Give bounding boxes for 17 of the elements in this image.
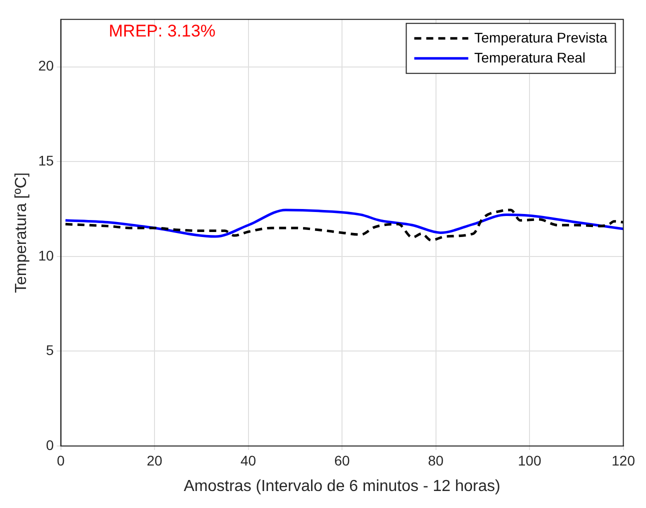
y-tick-label: 20: [38, 58, 54, 74]
annotation: MREP: 3.13%: [108, 22, 216, 41]
x-tick-label: 120: [612, 452, 636, 468]
y-tick-label: 15: [38, 152, 54, 168]
y-axis-title: Temperatura [ºC]: [13, 172, 30, 293]
x-tick-label: 40: [240, 452, 256, 468]
legend-label: Temperatura Prevista: [474, 29, 608, 46]
y-tick-label: 10: [38, 247, 54, 264]
y-tick-label: 5: [46, 342, 54, 358]
y-tick-label: 0: [46, 436, 54, 453]
x-tick-label: 20: [146, 452, 163, 468]
x-axis-title: Amostras (Intervalo de 6 minutos - 12 horas): [184, 478, 500, 495]
x-tick-label: 0: [56, 452, 65, 468]
x-tick-label: 60: [334, 452, 350, 468]
x-tick-label: 100: [518, 452, 542, 468]
legend-label: Temperatura Real: [474, 49, 586, 66]
x-tick-label: 80: [428, 452, 444, 468]
